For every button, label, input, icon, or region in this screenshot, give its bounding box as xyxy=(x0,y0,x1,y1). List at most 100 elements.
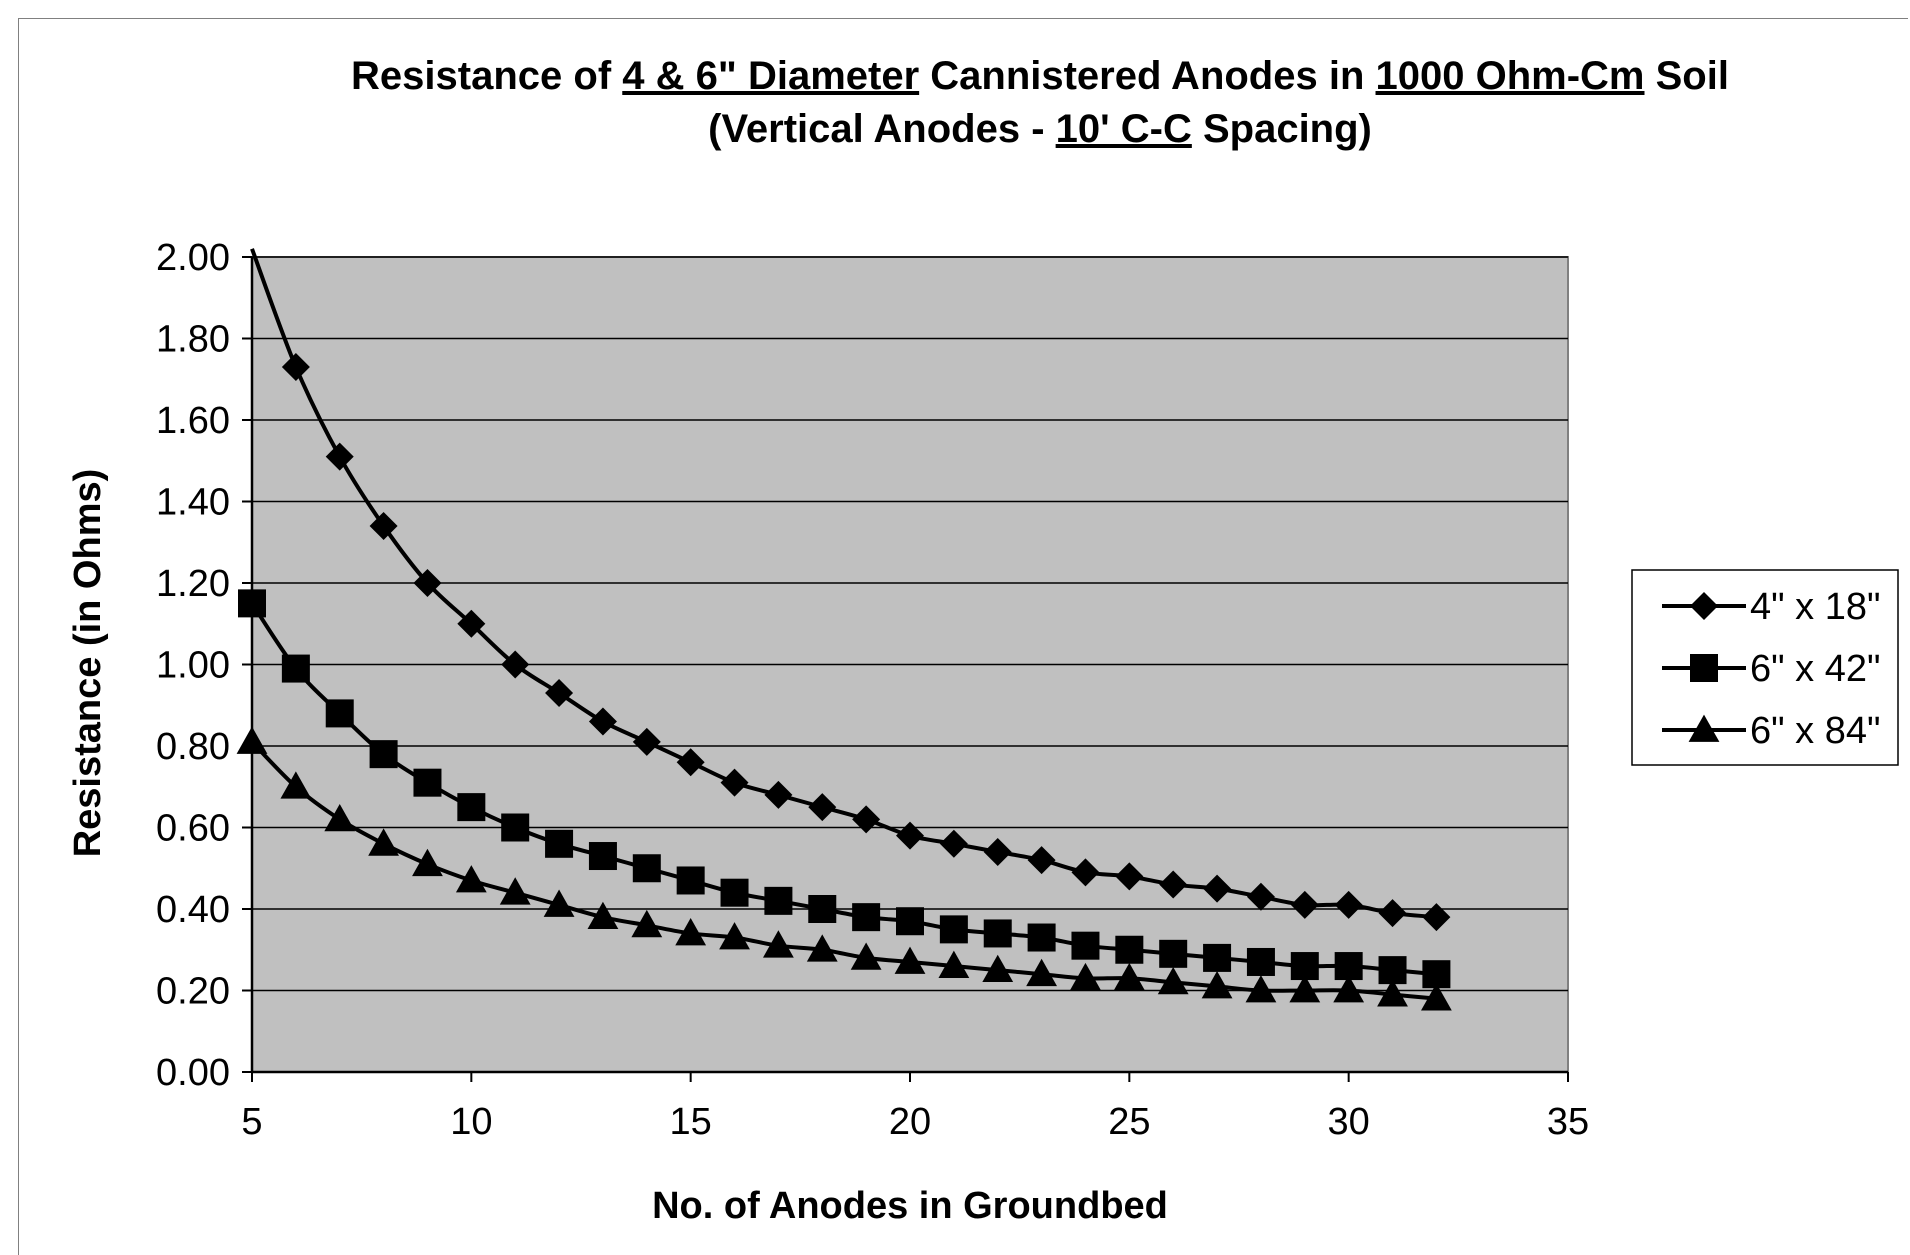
data-point xyxy=(281,654,310,683)
x-tick-label: 10 xyxy=(450,1101,492,1143)
data-point xyxy=(238,589,266,618)
y-tick-label: 1.00 xyxy=(156,645,230,687)
legend-marker xyxy=(1688,714,1720,742)
data-point xyxy=(545,829,574,858)
data-point xyxy=(1115,935,1144,964)
y-tick-label: 0.20 xyxy=(156,971,230,1013)
data-point xyxy=(1333,975,1365,1003)
x-axis-ticks: 5 10 15 20 25 30 35 xyxy=(241,1070,1589,1143)
data-point xyxy=(1071,858,1100,887)
title1-segment: 4 & 6" Diameter xyxy=(622,54,919,98)
data-point xyxy=(588,707,617,736)
x-tick-label: 15 xyxy=(670,1101,712,1143)
data-point xyxy=(325,699,354,728)
data-point xyxy=(1201,971,1233,999)
data-point xyxy=(499,877,531,905)
data-point xyxy=(894,946,926,974)
data-point xyxy=(1245,975,1277,1003)
data-point xyxy=(413,569,442,597)
data-point xyxy=(369,740,398,769)
y-tick-label: 0.40 xyxy=(156,889,230,931)
data-point xyxy=(1246,882,1275,911)
data-point xyxy=(1377,979,1408,1007)
y-axis-ticks: 0.00 0.20 0.40 0.60 0.80 1.00 1.20 1.40 1.60 1.80… xyxy=(156,237,254,1094)
data-point xyxy=(720,768,749,797)
data-point xyxy=(1113,962,1145,991)
data-point xyxy=(631,909,663,938)
data-point xyxy=(939,829,968,858)
title2-segment: (Vertical Anodes - xyxy=(708,107,1056,151)
data-point xyxy=(501,650,530,679)
chart-frame xyxy=(18,18,1908,1255)
data-point xyxy=(412,848,443,877)
data-point xyxy=(1203,874,1232,903)
data-point xyxy=(1071,931,1100,960)
data-point xyxy=(1203,943,1232,972)
data-point xyxy=(720,878,749,907)
data-point xyxy=(369,511,398,540)
data-point xyxy=(938,950,970,978)
x-tick-label: 25 xyxy=(1108,1101,1150,1143)
data-point xyxy=(939,915,968,944)
data-point xyxy=(1157,966,1189,995)
x-tick-label: 35 xyxy=(1547,1101,1589,1143)
series-line xyxy=(250,602,1437,977)
data-point xyxy=(852,903,881,932)
legend-label: 6" x 84" xyxy=(1750,710,1881,752)
data-point xyxy=(280,771,312,799)
data-point xyxy=(850,942,882,970)
data-point xyxy=(1290,890,1319,919)
data-point xyxy=(588,842,617,871)
data-point xyxy=(632,727,661,756)
data-point xyxy=(719,922,750,950)
data-point xyxy=(676,866,705,895)
legend-marker xyxy=(1690,592,1718,620)
data-point xyxy=(808,793,837,822)
series-triangle xyxy=(236,726,1452,1011)
gridlines xyxy=(252,256,1568,992)
data-point xyxy=(763,930,794,958)
data-point xyxy=(543,889,575,917)
data-point xyxy=(764,886,793,915)
title1-segment: Cannistered Anodes in xyxy=(919,54,1375,98)
data-point xyxy=(413,768,442,797)
title2-segment: Spacing) xyxy=(1192,107,1372,151)
legend: 4" x 18" 6" x 42" 6" x 84" xyxy=(1631,569,1899,766)
data-point xyxy=(983,837,1012,866)
series-square xyxy=(238,589,1451,989)
y-axis-title: Resistance (in Ohms) xyxy=(67,469,109,858)
data-point xyxy=(982,954,1014,983)
chart-title-line-1: Resistance of 4 & 6" Diameter Cannistere… xyxy=(351,54,1729,98)
chart-title-line-2: (Vertical Anodes - 10' C-C Spacing) xyxy=(708,107,1372,151)
series-line xyxy=(250,740,1437,1001)
data-point xyxy=(1115,862,1144,891)
data-point xyxy=(806,934,838,962)
data-point xyxy=(501,813,530,842)
data-point xyxy=(1421,983,1452,1011)
legend-label: 6" x 42" xyxy=(1750,648,1881,690)
title1-segment: Soil xyxy=(1645,54,1729,98)
series-diamond xyxy=(250,248,1451,932)
data-point xyxy=(896,907,924,936)
y-tick-label: 1.60 xyxy=(156,400,230,442)
x-tick-label: 20 xyxy=(889,1101,931,1143)
legend-label: 4" x 18" xyxy=(1750,586,1881,628)
title1-segment: 1000 Ohm-Cm xyxy=(1376,54,1645,98)
data-point xyxy=(1378,899,1407,928)
title1-segment: Resistance of xyxy=(351,54,622,98)
data-point xyxy=(236,726,268,754)
data-point xyxy=(455,865,487,893)
data-point xyxy=(676,748,705,777)
data-point xyxy=(1334,890,1363,919)
data-point xyxy=(457,793,486,822)
data-point xyxy=(852,805,881,834)
data-point xyxy=(1289,975,1321,1003)
x-axis-title: No. of Anodes in Groundbed xyxy=(652,1185,1168,1227)
y-tick-label: 2.00 xyxy=(156,237,230,279)
y-tick-label: 0.80 xyxy=(156,726,230,768)
data-point xyxy=(896,821,924,850)
data-point xyxy=(1246,947,1275,976)
data-point xyxy=(675,918,707,946)
data-point xyxy=(1159,870,1188,899)
y-tick-label: 1.80 xyxy=(156,319,230,361)
